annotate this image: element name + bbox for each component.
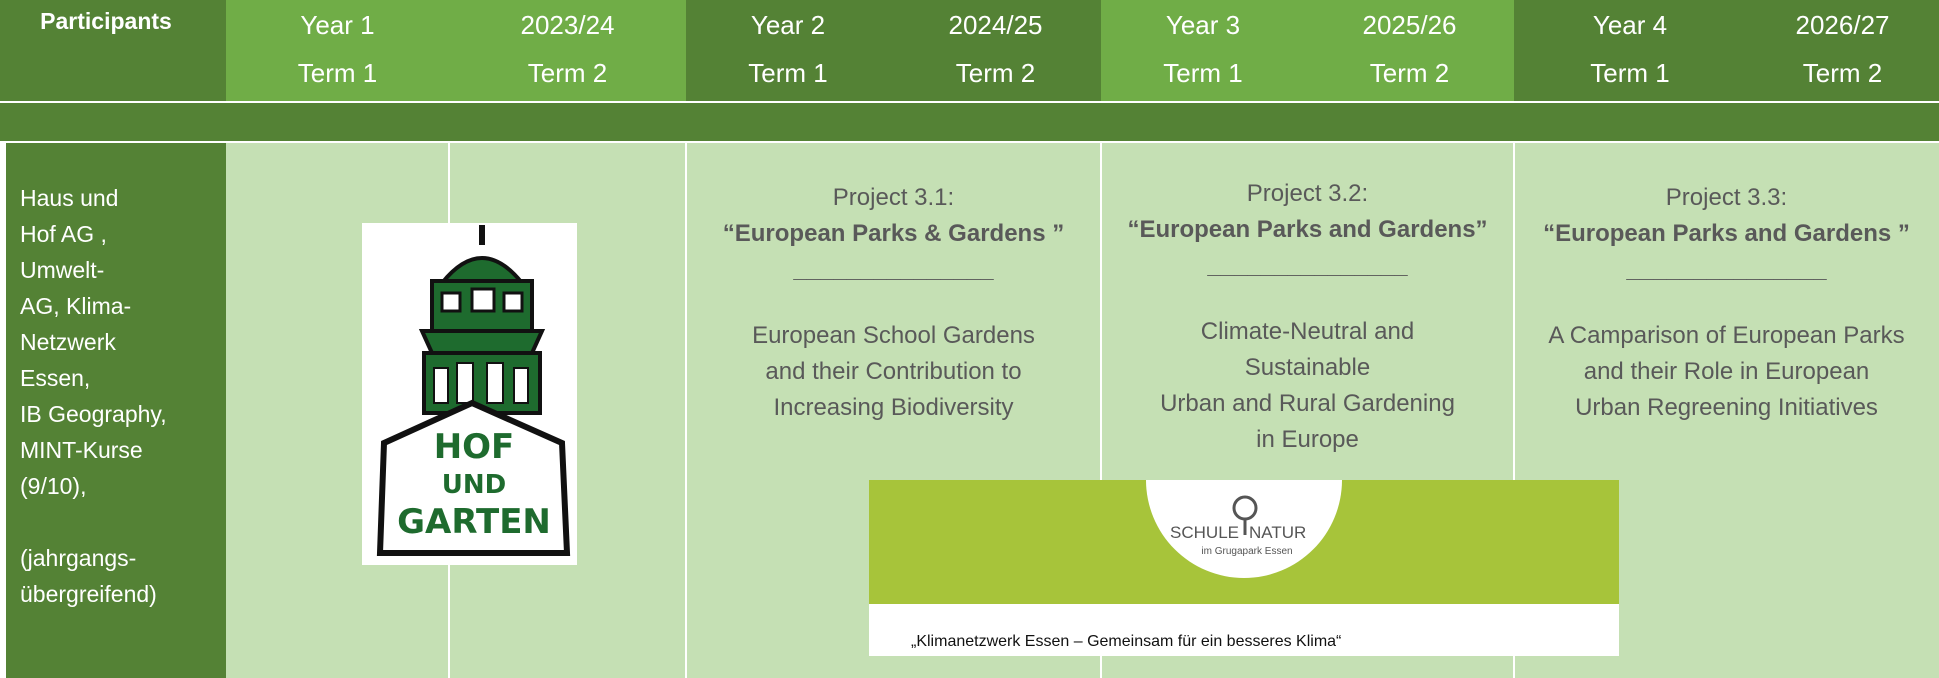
period: 2024/25 [890, 10, 1101, 41]
description-line: European School Gardens [686, 318, 1101, 354]
participant-line: Haus und [20, 180, 167, 216]
logo-subtext: im Grugapark Essen [1201, 546, 1292, 557]
description-line: A Camparison of European Parks [1514, 318, 1939, 354]
participant-line: (9/10), [20, 468, 167, 504]
description-line: Urban Regreening Initiatives [1514, 390, 1939, 426]
logo-text: GARTEN [397, 502, 551, 542]
term: Term 2 [890, 58, 1101, 89]
planning-table: Participants Year 1 2023/24 Term 1 Term … [0, 0, 1939, 678]
project-title: “European Parks and Gardens ” [1514, 216, 1939, 252]
year: Year 1 [226, 10, 449, 41]
description-line: and their Contribution to [686, 354, 1101, 390]
project: Project 3.3: “European Parks and Gardens… [1514, 180, 1939, 426]
term: Term 1 [1101, 58, 1305, 89]
participant-line: IB Geography, [20, 396, 167, 432]
project: Project 3.2: “European Parks and Gardens… [1101, 176, 1514, 458]
logo-text: UND [442, 470, 506, 500]
separator: _______________ [1514, 252, 1939, 288]
separator: _______________ [686, 252, 1101, 288]
year: Year 4 [1514, 10, 1746, 41]
participant-line: Umwelt- [20, 252, 167, 288]
banner-caption: „Klimanetzwerk Essen – Gemeinsam für ein… [911, 633, 1341, 650]
participants-header: Participants [6, 8, 206, 35]
term: Term 1 [1514, 58, 1746, 89]
year: Year 3 [1101, 10, 1305, 41]
term: Term 1 [226, 58, 449, 89]
project-number: Project 3.3: [1514, 180, 1939, 216]
description-line: Increasing Biodiversity [686, 390, 1101, 426]
participants: Haus und Hof AG , Umwelt- AG, Klima- Net… [20, 180, 167, 612]
period: 2025/26 [1305, 10, 1514, 41]
project-number: Project 3.1: [686, 180, 1101, 216]
project-title: “European Parks and Gardens” [1101, 212, 1514, 248]
participant-line: Hof AG , [20, 216, 167, 252]
description-line: Urban and Rural Gardening [1101, 386, 1514, 422]
description-line: Sustainable [1101, 350, 1514, 386]
description-line: and their Role in European [1514, 354, 1939, 390]
logo-text: NATUR [1249, 523, 1306, 542]
separator: _______________ [1101, 248, 1514, 284]
term: Term 1 [686, 58, 890, 89]
term: Term 2 [1746, 58, 1939, 89]
project-title: “European Parks & Gardens ” [686, 216, 1101, 252]
description-line: Climate-Neutral and [1101, 314, 1514, 350]
participant-line: Netzwerk [20, 324, 167, 360]
period: 2023/24 [449, 10, 686, 41]
logo-text: SCHULE [1170, 523, 1239, 542]
hof-und-garten-logo: HOF UND GARTEN [362, 223, 577, 565]
logo-text: HOF [434, 427, 515, 467]
participant-line: AG, Klima- [20, 288, 167, 324]
term: Term 2 [1305, 58, 1514, 89]
participant-line: (jahrgangs- [20, 540, 167, 576]
project-number: Project 3.2: [1101, 176, 1514, 212]
year: Year 2 [686, 10, 890, 41]
project: Project 3.1: “European Parks & Gardens ”… [686, 180, 1101, 426]
term: Term 2 [449, 58, 686, 89]
period: 2026/27 [1746, 10, 1939, 41]
band [0, 103, 1939, 141]
participant-line: MINT-Kurse [20, 432, 167, 468]
participant-line: Essen, [20, 360, 167, 396]
schule-natur-banner: SCHULE NATUR im Grugapark Essen „Klimane… [869, 480, 1619, 656]
description-line: in Europe [1101, 422, 1514, 458]
participant-line: übergreifend) [20, 576, 167, 612]
